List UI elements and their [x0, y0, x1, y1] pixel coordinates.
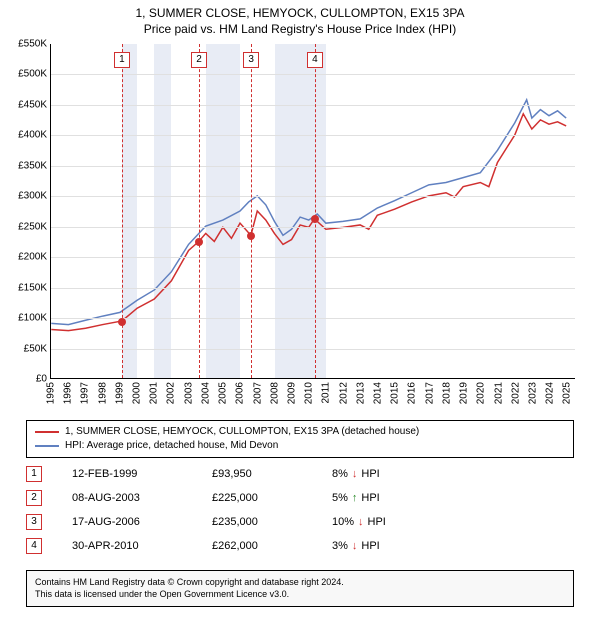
- x-axis-label: 1997: [80, 382, 91, 404]
- x-axis-label: 1998: [97, 382, 108, 404]
- x-axis-label: 2002: [166, 382, 177, 404]
- x-axis-label: 2022: [510, 382, 521, 404]
- transaction-diff: 5% ↑ HPI: [332, 492, 380, 504]
- line-canvas: [51, 44, 575, 378]
- transaction-row: 3 17-AUG-2006£235,00010% ↓ HPI: [26, 510, 574, 534]
- sale-dot: [118, 318, 126, 326]
- transaction-index: 3: [26, 514, 42, 530]
- y-axis-label: £500K: [18, 69, 47, 80]
- arrow-down-icon: ↓: [352, 540, 358, 552]
- x-axis-label: 2013: [355, 382, 366, 404]
- legend-swatch: [35, 431, 59, 433]
- transaction-diff: 10% ↓ HPI: [332, 516, 386, 528]
- x-axis-label: 2010: [304, 382, 315, 404]
- x-axis-label: 1999: [114, 382, 125, 404]
- y-axis-label: £200K: [18, 252, 47, 263]
- x-axis-label: 2005: [218, 382, 229, 404]
- transaction-price: £262,000: [212, 540, 332, 552]
- footer-attribution: Contains HM Land Registry data © Crown c…: [26, 570, 574, 607]
- y-axis-label: £350K: [18, 160, 47, 171]
- sale-marker: 3: [243, 52, 259, 68]
- transaction-date: 12-FEB-1999: [72, 468, 212, 480]
- arrow-down-icon: ↓: [352, 468, 358, 480]
- transaction-date: 08-AUG-2003: [72, 492, 212, 504]
- transaction-date: 30-APR-2010: [72, 540, 212, 552]
- y-axis-label: £250K: [18, 221, 47, 232]
- transaction-row: 2 08-AUG-2003£225,0005% ↑ HPI: [26, 486, 574, 510]
- x-axis-label: 2019: [459, 382, 470, 404]
- y-axis-label: £100K: [18, 313, 47, 324]
- transaction-price: £93,950: [212, 468, 332, 480]
- transaction-index: 4: [26, 538, 42, 554]
- transaction-diff: 3% ↓ HPI: [332, 540, 380, 552]
- x-axis-label: 2003: [183, 382, 194, 404]
- x-axis-label: 2023: [527, 382, 538, 404]
- footer-line-1: Contains HM Land Registry data © Crown c…: [35, 577, 565, 589]
- y-axis-label: £450K: [18, 99, 47, 110]
- x-axis-label: 2018: [441, 382, 452, 404]
- title-line-2: Price paid vs. HM Land Registry's House …: [0, 22, 600, 38]
- footer-line-2: This data is licensed under the Open Gov…: [35, 589, 565, 601]
- title-line-1: 1, SUMMER CLOSE, HEMYOCK, CULLOMPTON, EX…: [0, 6, 600, 22]
- x-axis-label: 2001: [149, 382, 160, 404]
- x-axis-label: 2004: [200, 382, 211, 404]
- series-property: [51, 114, 566, 331]
- sale-marker: 4: [307, 52, 323, 68]
- x-axis-label: 2006: [235, 382, 246, 404]
- y-axis-label: £150K: [18, 282, 47, 293]
- sale-dot: [247, 232, 255, 240]
- legend-label: HPI: Average price, detached house, Mid …: [65, 439, 278, 453]
- y-axis-label: £50K: [24, 343, 47, 354]
- x-axis-label: 2017: [424, 382, 435, 404]
- x-axis-label: 2007: [252, 382, 263, 404]
- transaction-date: 17-AUG-2006: [72, 516, 212, 528]
- x-axis-label: 2021: [493, 382, 504, 404]
- transaction-index: 1: [26, 466, 42, 482]
- transactions-table: 112-FEB-1999£93,9508% ↓ HPI208-AUG-2003£…: [26, 462, 574, 558]
- sale-dot: [195, 238, 203, 246]
- x-axis-label: 1996: [63, 382, 74, 404]
- sale-marker: 1: [114, 52, 130, 68]
- x-axis-label: 2000: [132, 382, 143, 404]
- transaction-price: £235,000: [212, 516, 332, 528]
- chart-container: 1, SUMMER CLOSE, HEMYOCK, CULLOMPTON, EX…: [0, 0, 600, 620]
- series-hpi: [51, 100, 566, 325]
- y-axis-label: £400K: [18, 130, 47, 141]
- legend: 1, SUMMER CLOSE, HEMYOCK, CULLOMPTON, EX…: [26, 420, 574, 458]
- legend-swatch: [35, 445, 59, 447]
- y-axis-label: £300K: [18, 191, 47, 202]
- legend-item: 1, SUMMER CLOSE, HEMYOCK, CULLOMPTON, EX…: [35, 425, 565, 439]
- x-axis-label: 2014: [373, 382, 384, 404]
- transaction-row: 4 30-APR-2010£262,0003% ↓ HPI: [26, 534, 574, 558]
- transaction-index: 2: [26, 490, 42, 506]
- sale-marker: 2: [191, 52, 207, 68]
- arrow-up-icon: ↑: [352, 492, 358, 504]
- sale-dot: [311, 215, 319, 223]
- x-axis-label: 2009: [286, 382, 297, 404]
- chart-title: 1, SUMMER CLOSE, HEMYOCK, CULLOMPTON, EX…: [0, 0, 600, 37]
- x-axis-label: 1995: [46, 382, 57, 404]
- transaction-row: 1 12-FEB-1999£93,9508% ↓ HPI: [26, 462, 574, 486]
- x-axis-label: 2020: [476, 382, 487, 404]
- transaction-diff: 8% ↓ HPI: [332, 468, 380, 480]
- x-axis-label: 2024: [545, 382, 556, 404]
- arrow-down-icon: ↓: [358, 516, 364, 528]
- x-axis-label: 2012: [338, 382, 349, 404]
- legend-item: HPI: Average price, detached house, Mid …: [35, 439, 565, 453]
- x-axis-label: 2015: [390, 382, 401, 404]
- x-axis-label: 2011: [321, 382, 332, 404]
- x-axis-label: 2016: [407, 382, 418, 404]
- legend-label: 1, SUMMER CLOSE, HEMYOCK, CULLOMPTON, EX…: [65, 425, 419, 439]
- y-axis-label: £550K: [18, 39, 47, 50]
- transaction-price: £225,000: [212, 492, 332, 504]
- x-axis-label: 2025: [562, 382, 573, 404]
- plot-area: £0£50K£100K£150K£200K£250K£300K£350K£400…: [50, 44, 575, 379]
- x-axis-label: 2008: [269, 382, 280, 404]
